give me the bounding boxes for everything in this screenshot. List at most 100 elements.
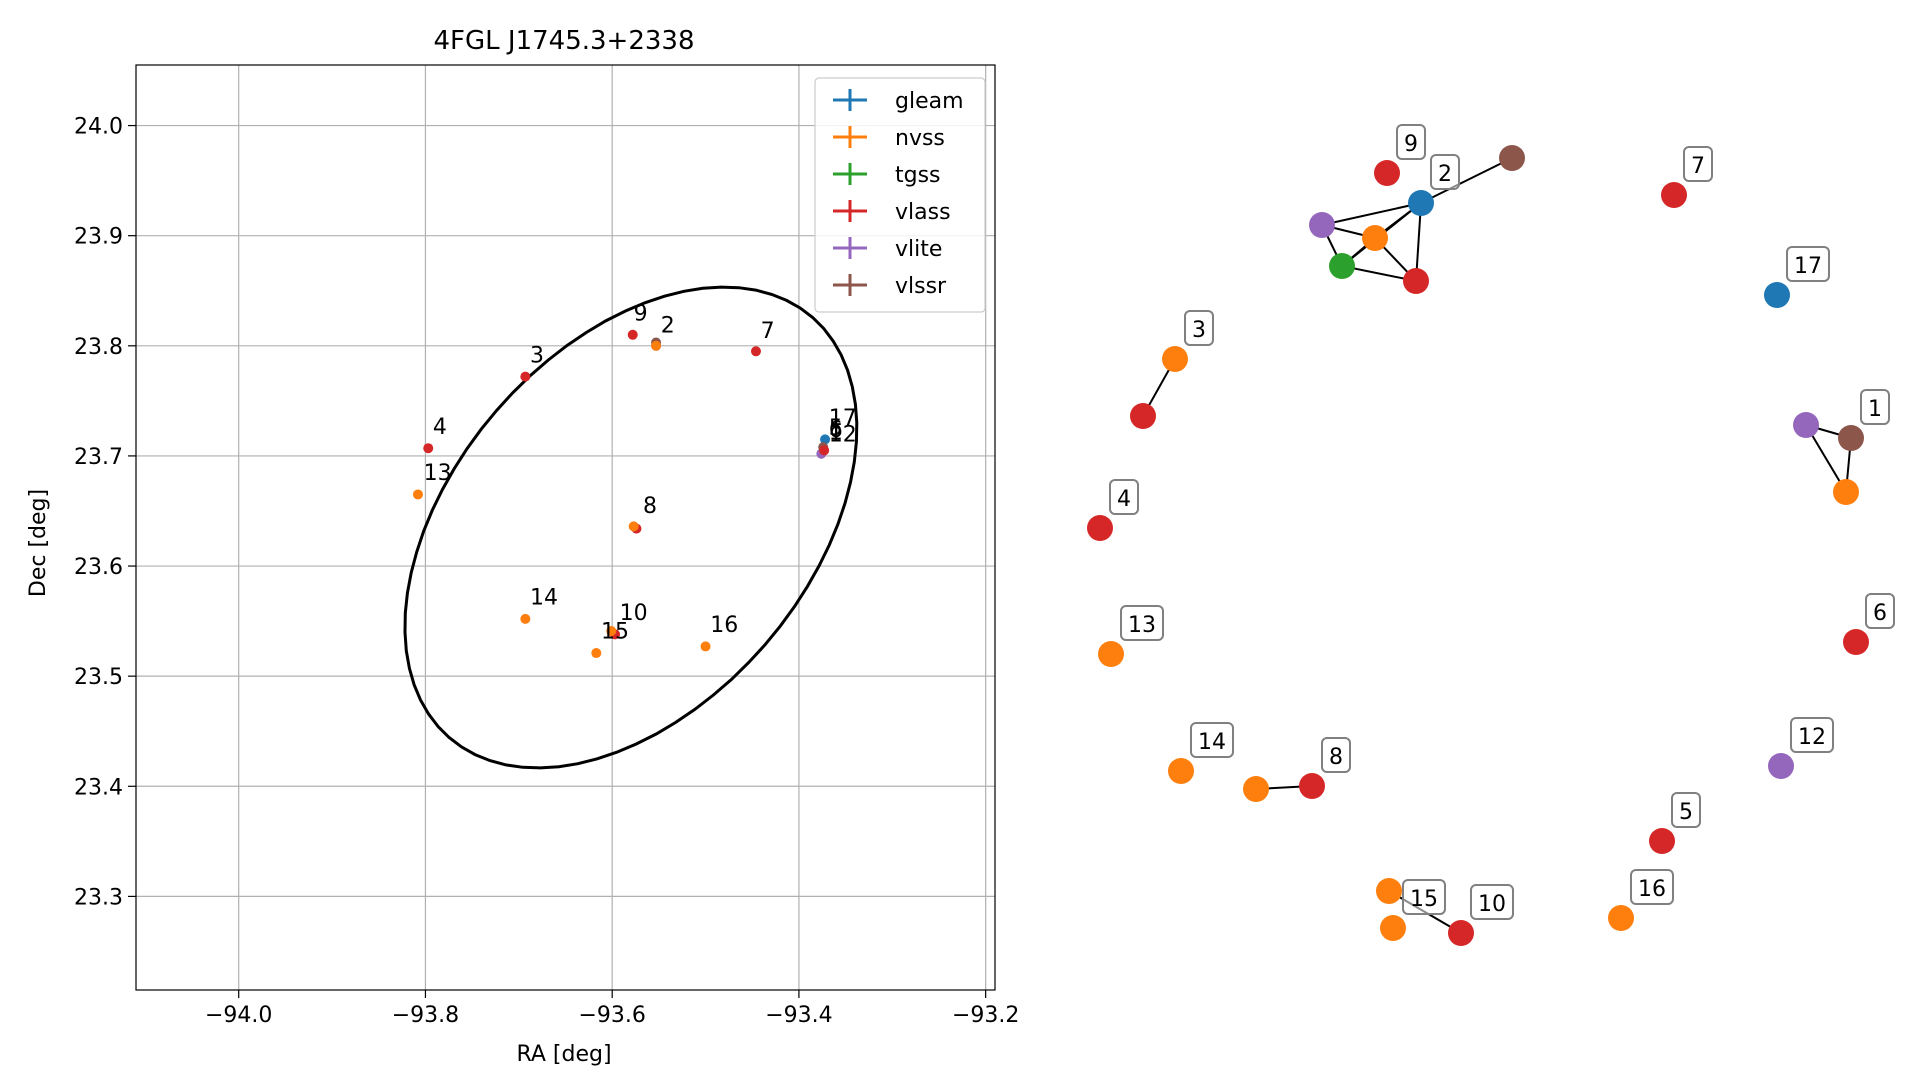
network-edge xyxy=(1420,157,1513,204)
source-point-nvss xyxy=(412,489,423,500)
network-node xyxy=(1329,253,1355,279)
legend-label: gleam xyxy=(895,89,964,114)
source-label: 16 xyxy=(710,613,738,638)
source-label: 17 xyxy=(829,406,857,431)
node-label: 17 xyxy=(1794,254,1822,279)
source-label: 9 xyxy=(634,301,648,326)
network-node xyxy=(1838,425,1864,451)
legend-label: vlass xyxy=(895,200,951,225)
network-node xyxy=(1793,412,1819,438)
node-label: 1 xyxy=(1868,397,1882,422)
network-node xyxy=(1764,282,1790,308)
source-label: 10 xyxy=(620,601,648,626)
y-axis-ticks: 23.3 23.4 23.5 23.6 23.7 23.8 23.9 24.0 xyxy=(74,115,136,910)
legend-label: tgss xyxy=(895,163,941,188)
y-tick-label: 23.6 xyxy=(74,555,123,580)
network-node xyxy=(1130,403,1156,429)
y-tick-label: 23.5 xyxy=(74,665,123,690)
y-tick-label: 23.7 xyxy=(74,445,123,470)
y-tick-label: 24.0 xyxy=(74,115,123,140)
network-node xyxy=(1661,182,1687,208)
source-label: 12 xyxy=(829,423,857,448)
node-label: 8 xyxy=(1329,745,1343,770)
node-label: 10 xyxy=(1478,892,1506,917)
source-label: 7 xyxy=(761,319,775,344)
network-node xyxy=(1162,346,1188,372)
node-label: 2 xyxy=(1438,162,1452,187)
ellipse-path xyxy=(403,285,859,770)
source-point-nvss xyxy=(628,521,639,532)
x-tick-label: −93.4 xyxy=(765,1003,832,1028)
network-edge xyxy=(1321,202,1422,226)
network-node xyxy=(1408,190,1434,216)
legend: gleam nvss tgss vlass vlite vlssr xyxy=(814,77,986,313)
node-label-box xyxy=(1860,389,1890,425)
node-label-box xyxy=(1790,717,1834,753)
network-node xyxy=(1087,515,1113,541)
source-point-vlass xyxy=(819,445,830,456)
network-node xyxy=(1403,268,1429,294)
node-label: 4 xyxy=(1117,487,1131,512)
node-label-box xyxy=(1109,479,1139,515)
x-tick-label: −93.2 xyxy=(952,1003,1019,1028)
network-node xyxy=(1168,758,1194,784)
network-node xyxy=(1448,920,1474,946)
node-label-box xyxy=(1865,593,1895,629)
x-tick-label: −94.0 xyxy=(205,1003,272,1028)
network-node xyxy=(1362,225,1388,251)
source-point-vlass xyxy=(520,371,531,382)
x-axis-ticks: −94.0 −93.8 −93.6 −93.4 −93.2 xyxy=(205,990,1019,1028)
node-label-box xyxy=(1630,869,1674,905)
network-edge xyxy=(1415,202,1422,282)
source-label: 13 xyxy=(424,461,452,486)
legend-label: vlssr xyxy=(895,274,947,299)
node-label: 13 xyxy=(1128,613,1156,638)
chart-title: 4FGL J1745.3+2338 xyxy=(434,26,695,56)
source-label: 2 xyxy=(661,314,675,339)
source-label: 1 xyxy=(829,420,843,445)
node-label: 3 xyxy=(1192,318,1206,343)
network-node xyxy=(1376,878,1402,904)
network-node xyxy=(1374,160,1400,186)
y-tick-label: 23.3 xyxy=(74,885,123,910)
node-label-box xyxy=(1184,310,1214,346)
network-edge xyxy=(1805,424,1847,493)
source-point-gleam xyxy=(820,434,831,445)
plot-frame xyxy=(135,64,996,991)
node-label: 7 xyxy=(1691,154,1705,179)
legend-label: nvss xyxy=(895,126,945,151)
network-node xyxy=(1243,776,1269,802)
source-label: 15 xyxy=(601,620,629,645)
network-node xyxy=(1499,145,1525,171)
network-node xyxy=(1098,641,1124,667)
network-node xyxy=(1649,828,1675,854)
legend-label: vlite xyxy=(895,237,942,262)
source-label: 14 xyxy=(530,586,558,611)
node-label-box xyxy=(1671,792,1701,828)
source-point-vlass xyxy=(750,346,761,357)
network-node xyxy=(1608,905,1634,931)
y-tick-label: 23.8 xyxy=(74,335,123,360)
source-points xyxy=(412,329,831,659)
node-label-box xyxy=(1402,879,1446,915)
source-label: 3 xyxy=(530,343,544,368)
node-label-box xyxy=(1396,124,1426,160)
source-point-nvss xyxy=(606,626,617,637)
node-label: 16 xyxy=(1638,877,1666,902)
network-node xyxy=(1299,773,1325,799)
node-label-box xyxy=(1120,605,1164,641)
network-node xyxy=(1380,915,1406,941)
node-label-box xyxy=(1786,246,1830,282)
node-label-box xyxy=(1430,154,1460,190)
network-node xyxy=(1833,479,1859,505)
source-point-vlass xyxy=(627,329,638,340)
node-label: 14 xyxy=(1198,730,1226,755)
source-point-vlass xyxy=(423,443,434,454)
node-label-box xyxy=(1470,884,1514,920)
source-point-nvss xyxy=(520,613,531,624)
x-tick-label: −93.8 xyxy=(392,1003,459,1028)
node-label-box xyxy=(1321,737,1351,773)
y-axis-label: Dec [deg] xyxy=(26,489,51,597)
